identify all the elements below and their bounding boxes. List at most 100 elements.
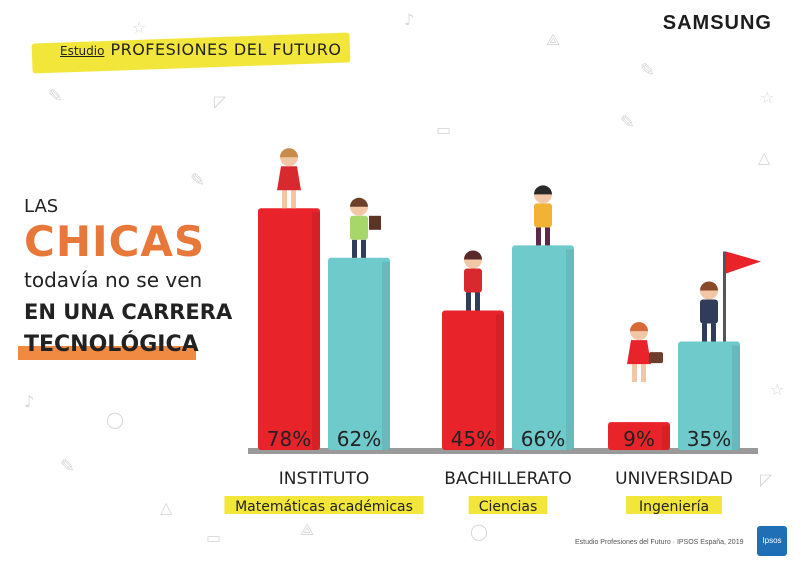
figure-body <box>700 299 718 324</box>
subcategory-label: Matemáticas académicas <box>235 499 413 515</box>
triangle-doodle-icon: △ <box>160 498 173 517</box>
pencil-doodle-icon: ✎ <box>190 170 206 191</box>
bar-shade <box>566 249 574 450</box>
bar-shade <box>312 212 320 450</box>
bar-bachillerato-teal <box>512 245 574 450</box>
pencil-doodle-icon: ✎ <box>620 112 636 133</box>
bar-bachillerato-red <box>442 310 504 450</box>
subcategory-highlight <box>626 496 722 514</box>
headline-line-1: LAS CHICAS <box>24 196 234 266</box>
figure-leg <box>711 323 716 342</box>
bar-shade <box>382 261 390 450</box>
bar-universidad-red <box>608 422 670 450</box>
figure-hair <box>280 148 298 158</box>
figure-body <box>627 340 651 365</box>
figure-hair <box>464 250 482 260</box>
book-doodle-icon: ▭ <box>206 528 222 547</box>
source-note: Estudio Profesiones del Futuro · IPSOS E… <box>575 539 744 546</box>
bar-instituto-red <box>258 208 320 450</box>
figure-hair <box>630 322 648 332</box>
category-label: UNIVERSIDAD <box>615 469 733 489</box>
compass-doodle-icon: ⟁ <box>300 520 315 539</box>
subcategory-highlight <box>468 496 548 514</box>
study-title: PROFESIONES DEL FUTURO <box>110 40 342 59</box>
bar-shade <box>732 345 740 450</box>
star-doodle-icon: ☆ <box>770 380 785 399</box>
figure-body <box>350 215 368 240</box>
figure-leg <box>282 190 287 209</box>
figure-hair <box>700 281 718 291</box>
figure-body <box>277 166 301 191</box>
figure-hair <box>534 185 552 195</box>
circle-doodle-icon: ◯ <box>470 522 488 541</box>
ipsos-logo: Ipsos <box>757 526 787 556</box>
figure-leg <box>545 227 550 246</box>
music-doodle-icon: ♪ <box>24 392 35 411</box>
book-icon <box>369 215 381 230</box>
pencil-doodle-icon: ✎ <box>640 60 656 81</box>
flag-pole <box>723 251 726 342</box>
bar-universidad-teal <box>678 341 740 450</box>
figure-body <box>534 203 552 228</box>
study-header: Estudio PROFESIONES DEL FUTURO <box>60 40 341 59</box>
flag-icon <box>726 251 761 274</box>
figure-leg <box>632 364 637 383</box>
bar-value-label: 45% <box>451 427 495 451</box>
circle-doodle-icon: ◯ <box>106 410 124 429</box>
figure-body <box>464 268 482 293</box>
star-doodle-icon: ☆ <box>760 88 775 107</box>
bar-value-label: 78% <box>267 427 311 451</box>
bars-group <box>258 208 740 450</box>
bar-value-label: 35% <box>687 427 731 451</box>
briefcase-icon <box>649 352 663 364</box>
samsung-logo: SAMSUNG <box>662 12 772 34</box>
girl-figure-universidad <box>627 322 663 383</box>
labels-group: 78% 62% INSTITUTO Matemáticas académicas 45%… <box>224 427 733 515</box>
pencil-doodle-icon: ✎ <box>48 86 64 107</box>
figure-leg <box>291 190 296 209</box>
figure-leg <box>641 364 646 383</box>
subcategory-highlight <box>224 496 424 514</box>
star-doodle-icon: ☆ <box>132 18 147 37</box>
chart-floor <box>248 448 758 454</box>
figures-group <box>277 148 761 383</box>
figure-leg <box>702 323 707 342</box>
figure-leg <box>466 292 471 311</box>
figure-leg <box>536 227 541 246</box>
figure-leg <box>352 239 357 258</box>
subcategory-label: Ingeniería <box>639 499 709 515</box>
ruler-doodle-icon: ◸ <box>760 470 773 489</box>
girl-figure-instituto <box>277 148 301 209</box>
ruler-doodle-icon: ◸ <box>214 92 227 111</box>
music-doodle-icon: ♪ <box>404 10 415 29</box>
bar-shade <box>496 314 504 450</box>
study-label: Estudio <box>60 44 105 58</box>
triangle-doodle-icon: △ <box>758 148 771 167</box>
bar-value-label: 62% <box>337 427 381 451</box>
boy-figure-instituto <box>350 197 381 258</box>
headline-las: LAS <box>24 196 59 217</box>
man-figure-universidad <box>700 251 761 342</box>
bar-value-label: 9% <box>623 427 655 451</box>
headline-chicas: CHICAS <box>24 217 206 266</box>
headline-line-4: TECNOLÓGICA <box>18 332 199 360</box>
bar-value-label: 66% <box>521 427 565 451</box>
book-doodle-icon: ▭ <box>436 120 452 139</box>
headline-line-2: todavía no se ven <box>24 268 203 292</box>
figure-hair <box>350 197 368 207</box>
category-label: BACHILLERATO <box>444 469 572 489</box>
subcategory-label: Ciencias <box>479 499 538 515</box>
headline-tecnologica: TECNOLÓGICA <box>24 332 199 357</box>
pencil-doodle-icon: ✎ <box>60 456 76 477</box>
headline-line-3: EN UNA CARRERA <box>24 300 233 324</box>
bar-shade <box>662 426 670 450</box>
bar-instituto-teal <box>328 257 390 450</box>
girl-figure-bachillerato <box>464 250 482 311</box>
boy-figure-bachillerato <box>534 185 552 246</box>
headline: LAS CHICAS todavía no se ven EN UNA CARR… <box>18 196 234 360</box>
figure-leg <box>361 239 366 258</box>
category-label: INSTITUTO <box>279 469 370 489</box>
figure-leg <box>475 292 480 311</box>
